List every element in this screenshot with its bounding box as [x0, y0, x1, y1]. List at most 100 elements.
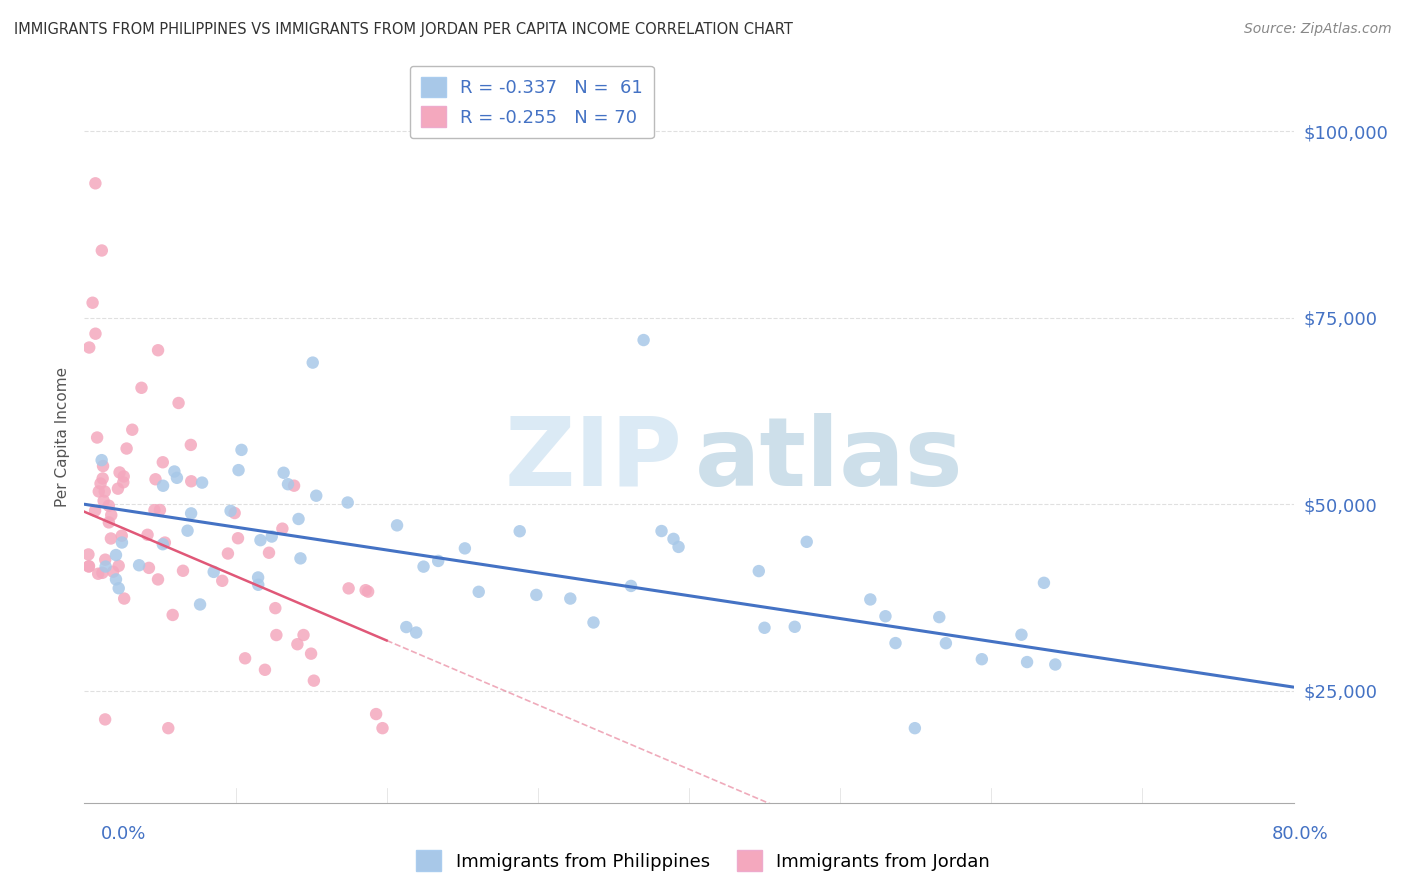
- Point: [112, 591, 135, 606]
- Point: [231, 442, 253, 457]
- Point: [152, 479, 174, 493]
- Point: [273, 466, 295, 480]
- Point: [101, 565, 124, 579]
- Point: [336, 495, 359, 509]
- Point: [157, 721, 180, 735]
- Point: [260, 530, 283, 544]
- Point: [1015, 655, 1038, 669]
- Point: [172, 564, 194, 578]
- Point: [405, 625, 427, 640]
- Point: [219, 504, 242, 518]
- Point: [395, 620, 418, 634]
- Point: [228, 463, 250, 477]
- Text: Source: ZipAtlas.com: Source: ZipAtlas.com: [1244, 22, 1392, 37]
- Legend: R = -0.337   N =  61, R = -0.255   N = 70: R = -0.337 N = 61, R = -0.255 N = 70: [409, 66, 654, 138]
- Point: [633, 333, 655, 347]
- Point: [264, 601, 287, 615]
- Point: [94, 713, 117, 727]
- Point: [112, 469, 135, 483]
- Point: [84, 177, 107, 191]
- Point: [662, 532, 685, 546]
- Point: [454, 541, 477, 556]
- Point: [524, 588, 547, 602]
- Point: [108, 466, 131, 480]
- Point: [509, 524, 531, 539]
- Point: [970, 652, 993, 666]
- Point: [121, 423, 143, 437]
- Point: [90, 244, 112, 258]
- Point: [143, 503, 166, 517]
- Point: [131, 381, 153, 395]
- Point: [93, 493, 115, 508]
- Point: [167, 396, 190, 410]
- Point: [337, 582, 360, 596]
- Point: [266, 628, 288, 642]
- Point: [620, 579, 643, 593]
- Point: [233, 651, 256, 665]
- Point: [87, 566, 110, 581]
- Point: [100, 532, 122, 546]
- Point: [90, 476, 112, 491]
- Point: [149, 503, 172, 517]
- Point: [115, 442, 138, 456]
- Point: [290, 551, 312, 566]
- Point: [1045, 657, 1067, 672]
- Point: [651, 524, 673, 538]
- Point: [104, 573, 127, 587]
- Point: [111, 535, 134, 549]
- Point: [299, 647, 322, 661]
- Point: [176, 524, 198, 538]
- Point: [145, 472, 167, 486]
- Point: [146, 343, 169, 358]
- Legend: Immigrants from Philippines, Immigrants from Jordan: Immigrants from Philippines, Immigrants …: [409, 843, 997, 879]
- Point: [202, 565, 225, 579]
- Point: [875, 609, 897, 624]
- Point: [292, 628, 315, 642]
- Point: [77, 341, 100, 355]
- Point: [754, 621, 776, 635]
- Text: IMMIGRANTS FROM PHILIPPINES VS IMMIGRANTS FROM JORDAN PER CAPITA INCOME CORRELAT: IMMIGRANTS FROM PHILIPPINES VS IMMIGRANT…: [14, 22, 793, 37]
- Point: [859, 592, 882, 607]
- Point: [91, 566, 114, 580]
- Point: [152, 455, 174, 469]
- Point: [97, 499, 120, 513]
- Point: [90, 453, 112, 467]
- Point: [302, 673, 325, 688]
- Point: [271, 522, 294, 536]
- Point: [136, 528, 159, 542]
- Text: 0.0%: 0.0%: [101, 825, 146, 843]
- Point: [180, 507, 202, 521]
- Point: [153, 535, 176, 549]
- Point: [226, 531, 249, 545]
- Point: [112, 475, 135, 490]
- Point: [305, 489, 328, 503]
- Point: [100, 508, 122, 522]
- Point: [111, 529, 134, 543]
- Point: [84, 326, 107, 341]
- Point: [107, 482, 129, 496]
- Text: ZIP: ZIP: [505, 412, 683, 506]
- Point: [163, 465, 186, 479]
- Point: [211, 574, 233, 588]
- Point: [748, 564, 770, 578]
- Point: [128, 558, 150, 573]
- Point: [249, 533, 271, 548]
- Point: [82, 295, 104, 310]
- Point: [217, 547, 239, 561]
- Point: [93, 484, 115, 499]
- Point: [166, 471, 188, 485]
- Point: [188, 598, 211, 612]
- Point: [180, 475, 202, 489]
- Point: [77, 559, 100, 574]
- Point: [224, 506, 246, 520]
- Point: [928, 610, 950, 624]
- Point: [91, 458, 114, 473]
- Point: [467, 584, 489, 599]
- Point: [1032, 575, 1054, 590]
- Point: [371, 721, 394, 735]
- Point: [86, 430, 108, 444]
- Point: [107, 558, 129, 573]
- Point: [77, 548, 100, 562]
- Point: [796, 534, 818, 549]
- Text: atlas: atlas: [695, 412, 963, 506]
